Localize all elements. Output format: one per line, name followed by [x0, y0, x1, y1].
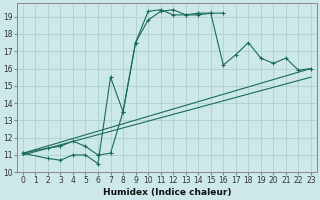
- X-axis label: Humidex (Indice chaleur): Humidex (Indice chaleur): [103, 188, 231, 197]
